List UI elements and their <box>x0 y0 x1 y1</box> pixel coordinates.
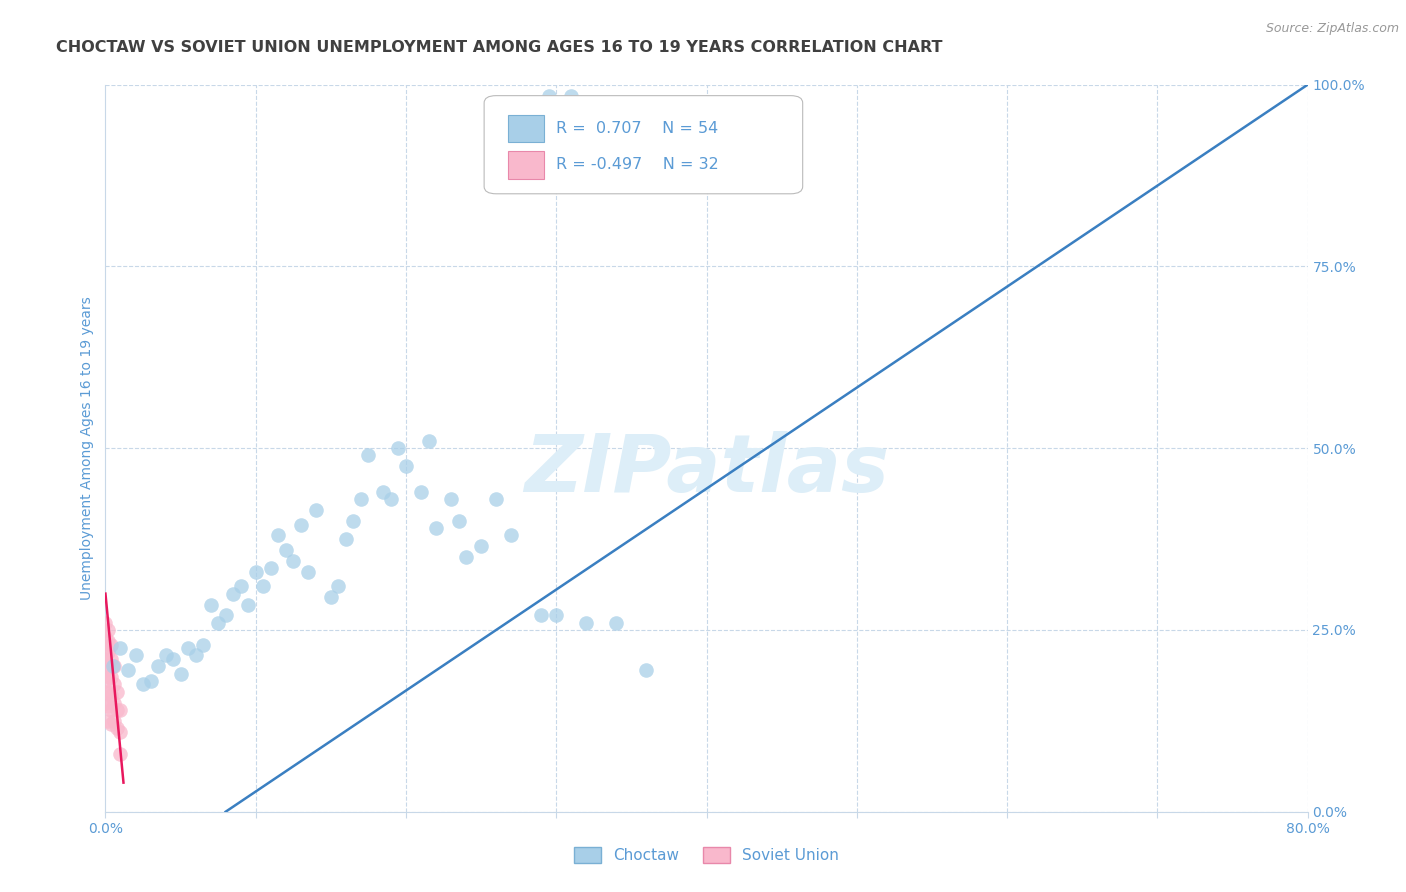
Bar <box>508 114 544 142</box>
FancyBboxPatch shape <box>484 95 803 194</box>
Point <box>260 561 283 575</box>
Point <box>267 528 290 542</box>
Point <box>107 685 129 699</box>
Point <box>110 703 132 717</box>
Point <box>418 434 440 448</box>
Point <box>97 659 120 673</box>
Point <box>470 540 492 554</box>
Point <box>350 492 373 507</box>
Point <box>94 641 117 656</box>
Point <box>94 652 117 666</box>
Point <box>184 648 207 663</box>
Point <box>575 615 598 630</box>
Bar <box>508 151 544 178</box>
Point <box>155 648 177 663</box>
Point <box>94 663 117 677</box>
Point <box>132 677 155 691</box>
Point <box>117 663 139 677</box>
Point <box>200 598 222 612</box>
Point <box>290 517 312 532</box>
Point <box>94 630 117 644</box>
Point <box>636 663 658 677</box>
Point <box>103 677 125 691</box>
Point <box>139 673 162 688</box>
Point <box>100 652 122 666</box>
Point <box>335 532 357 546</box>
Point <box>101 659 124 673</box>
Point <box>283 554 305 568</box>
Text: R = -0.497    N = 32: R = -0.497 N = 32 <box>557 157 718 172</box>
Y-axis label: Unemployment Among Ages 16 to 19 years: Unemployment Among Ages 16 to 19 years <box>80 296 94 600</box>
Point <box>94 696 117 710</box>
Point <box>97 623 120 637</box>
Text: CHOCTAW VS SOVIET UNION UNEMPLOYMENT AMONG AGES 16 TO 19 YEARS CORRELATION CHART: CHOCTAW VS SOVIET UNION UNEMPLOYMENT AMO… <box>56 40 943 55</box>
Point <box>560 88 582 103</box>
Point <box>425 521 447 535</box>
Point <box>110 747 132 761</box>
Point <box>162 652 184 666</box>
Point <box>100 689 122 703</box>
Point <box>97 645 120 659</box>
Point <box>454 550 477 565</box>
Point <box>97 670 120 684</box>
Point <box>245 565 267 579</box>
Point <box>485 492 508 507</box>
Point <box>373 484 395 499</box>
Point <box>409 484 432 499</box>
Point <box>605 615 627 630</box>
Point <box>229 579 252 593</box>
Point <box>357 449 380 463</box>
Point <box>395 459 418 474</box>
Point <box>305 503 328 517</box>
Point <box>447 514 470 528</box>
Point <box>328 579 350 593</box>
Point <box>97 633 120 648</box>
Point <box>387 442 409 455</box>
Point <box>94 673 117 688</box>
Point <box>274 543 297 558</box>
Point <box>214 608 236 623</box>
Point <box>319 591 342 605</box>
Legend: Choctaw, Soviet Union: Choctaw, Soviet Union <box>568 841 845 870</box>
Point <box>97 685 120 699</box>
Point <box>100 638 122 652</box>
Point <box>110 641 132 656</box>
Point <box>297 565 319 579</box>
Point <box>103 714 125 728</box>
Point <box>252 579 274 593</box>
Text: R =  0.707    N = 54: R = 0.707 N = 54 <box>557 120 718 136</box>
Point <box>222 587 245 601</box>
Point <box>546 608 568 623</box>
Point <box>146 659 169 673</box>
Point <box>501 528 523 542</box>
Point <box>110 724 132 739</box>
Point <box>103 696 125 710</box>
Text: Source: ZipAtlas.com: Source: ZipAtlas.com <box>1265 22 1399 36</box>
Point <box>100 670 122 684</box>
Point <box>107 721 129 735</box>
Point <box>238 598 260 612</box>
Point <box>380 492 402 507</box>
Point <box>537 88 560 103</box>
Point <box>191 638 214 652</box>
Point <box>107 703 129 717</box>
Point <box>97 714 120 728</box>
Point <box>530 608 553 623</box>
Text: ZIPatlas: ZIPatlas <box>524 431 889 509</box>
Point <box>124 648 146 663</box>
Point <box>342 514 364 528</box>
Point <box>97 699 120 714</box>
Point <box>177 641 200 656</box>
Point <box>440 492 463 507</box>
Point <box>94 685 117 699</box>
Point <box>103 659 125 673</box>
Point <box>100 703 122 717</box>
Point <box>100 717 122 731</box>
Point <box>207 615 229 630</box>
Point <box>94 615 117 630</box>
Point <box>169 666 191 681</box>
